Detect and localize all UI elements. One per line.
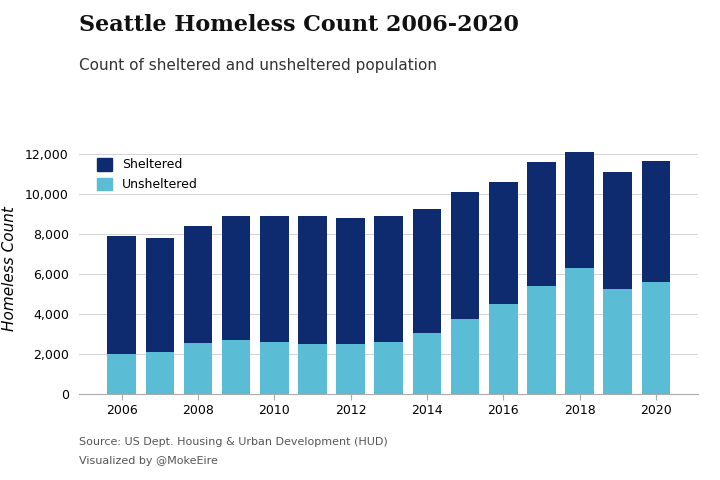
Bar [489,182,518,304]
Bar [260,216,289,342]
Bar [260,342,289,394]
Bar [107,354,136,394]
Bar [527,286,556,394]
Bar [298,216,327,344]
Bar [374,216,403,342]
Text: Seattle Homeless Count 2006-2020: Seattle Homeless Count 2006-2020 [79,14,519,36]
Bar [222,216,251,340]
Bar [145,238,174,352]
Bar [565,268,594,394]
Bar [565,152,594,268]
Bar [603,289,632,394]
Bar [184,226,212,343]
Bar [642,161,670,282]
Bar [107,236,136,354]
Bar [642,282,670,394]
Bar [451,319,480,394]
Bar [222,340,251,394]
Bar [374,342,403,394]
Bar [145,352,174,394]
Bar [603,172,632,289]
Text: Count of sheltered and unsheltered population: Count of sheltered and unsheltered popul… [79,58,437,72]
Legend: Sheltered, Unsheltered: Sheltered, Unsheltered [91,153,202,196]
Bar [489,304,518,394]
Text: Source: US Dept. Housing & Urban Development (HUD): Source: US Dept. Housing & Urban Develop… [79,437,388,447]
Bar [336,344,365,394]
Bar [184,343,212,394]
Bar [527,162,556,286]
Y-axis label: Homeless Count: Homeless Count [1,206,17,331]
Bar [298,344,327,394]
Bar [336,218,365,344]
Text: Visualized by @MokeEire: Visualized by @MokeEire [79,456,218,466]
Bar [413,333,441,394]
Bar [413,209,441,333]
Bar [451,192,480,319]
